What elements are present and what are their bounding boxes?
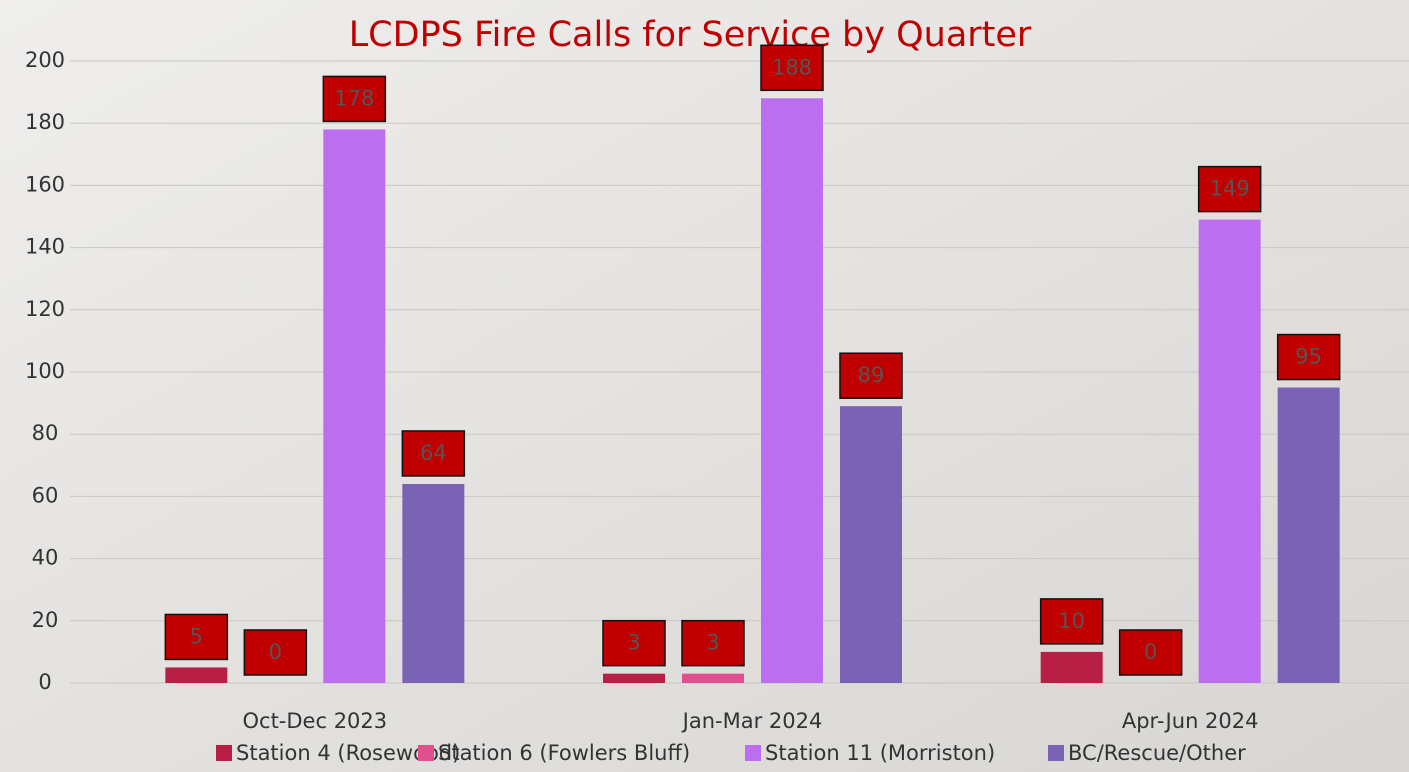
- data-label-box: [602, 619, 666, 667]
- data-label: 5: [190, 624, 203, 648]
- x-tick-label: Apr-Jun 2024: [1122, 709, 1259, 733]
- legend-label: BC/Rescue/Other: [1068, 741, 1246, 765]
- data-label: 64: [420, 441, 447, 465]
- data-label: 10: [1058, 609, 1085, 633]
- data-label-box: [164, 613, 229, 661]
- x-tick-label: Oct-Dec 2023: [243, 709, 388, 733]
- data-label: 95: [1295, 345, 1322, 369]
- bar: [402, 483, 465, 683]
- data-label-box: [681, 619, 745, 667]
- bar: [323, 129, 386, 684]
- legend-swatch: [745, 745, 761, 761]
- data-label-box: [760, 44, 824, 92]
- legend-label: Station 11 (Morriston): [765, 741, 995, 765]
- chart-title: LCDPS Fire Calls for Service by Quarter: [349, 15, 1032, 55]
- y-tick-label: 200: [25, 48, 65, 72]
- legend-label: Station 6 (Fowlers Bluff): [438, 741, 690, 765]
- legend-swatch: [216, 745, 232, 761]
- legend-swatch: [418, 745, 434, 761]
- y-tick-label: 100: [25, 359, 65, 383]
- data-label-box: [839, 352, 903, 399]
- bar: [165, 667, 228, 683]
- data-label: 89: [858, 363, 885, 387]
- data-label-box: [322, 75, 387, 123]
- y-tick-label: 120: [25, 297, 65, 321]
- bar: [840, 406, 902, 683]
- data-label: 0: [1144, 640, 1157, 664]
- bar: [1198, 219, 1261, 684]
- bar: [682, 673, 744, 683]
- bar: [603, 673, 665, 683]
- data-label-box: [401, 430, 466, 477]
- bar: [761, 98, 823, 683]
- y-tick-label: 0: [38, 670, 51, 694]
- data-label: 149: [1210, 177, 1250, 201]
- data-label: 178: [334, 86, 374, 110]
- y-tick-label: 80: [32, 421, 59, 445]
- data-label-box: [1197, 165, 1262, 213]
- data-label-box: [1118, 629, 1183, 676]
- x-tick-label: Jan-Mar 2024: [681, 709, 823, 733]
- y-tick-label: 180: [25, 110, 65, 134]
- data-label-box: [1276, 333, 1341, 381]
- y-tick-label: 40: [32, 546, 59, 570]
- data-label: 188: [772, 55, 812, 79]
- data-label: 0: [269, 640, 282, 664]
- data-label: 3: [627, 631, 640, 655]
- bar: [1040, 651, 1103, 683]
- data-label-box: [1039, 598, 1104, 645]
- y-tick-label: 20: [32, 608, 59, 632]
- bar: [1277, 387, 1340, 683]
- y-tick-label: 140: [25, 235, 65, 259]
- data-label: 3: [706, 631, 719, 655]
- y-tick-label: 160: [25, 172, 65, 196]
- data-label-box: [243, 629, 308, 676]
- legend-swatch: [1048, 745, 1064, 761]
- y-tick-label: 60: [32, 483, 59, 507]
